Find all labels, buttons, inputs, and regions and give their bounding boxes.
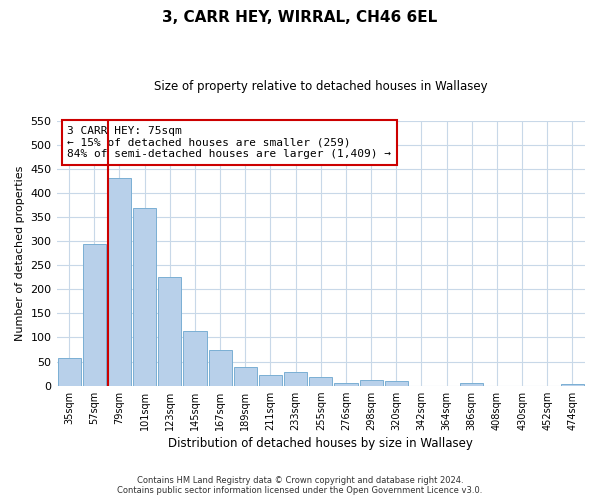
Bar <box>259 375 282 386</box>
Bar <box>460 384 484 386</box>
Text: 3, CARR HEY, WIRRAL, CH46 6EL: 3, CARR HEY, WIRRAL, CH46 6EL <box>163 10 437 25</box>
Bar <box>359 380 383 386</box>
Y-axis label: Number of detached properties: Number of detached properties <box>15 166 25 341</box>
Bar <box>133 208 156 386</box>
Bar <box>209 350 232 386</box>
Bar <box>184 331 206 386</box>
Bar <box>83 244 106 386</box>
Bar <box>561 384 584 386</box>
Bar <box>385 382 408 386</box>
Bar <box>58 358 80 386</box>
Bar <box>309 377 332 386</box>
Title: Size of property relative to detached houses in Wallasey: Size of property relative to detached ho… <box>154 80 488 93</box>
Bar <box>284 372 307 386</box>
Text: Contains HM Land Registry data © Crown copyright and database right 2024.
Contai: Contains HM Land Registry data © Crown c… <box>118 476 482 495</box>
Bar <box>158 276 181 386</box>
Bar <box>334 384 358 386</box>
Bar <box>234 368 257 386</box>
Bar <box>108 178 131 386</box>
X-axis label: Distribution of detached houses by size in Wallasey: Distribution of detached houses by size … <box>169 437 473 450</box>
Text: 3 CARR HEY: 75sqm
← 15% of detached houses are smaller (259)
84% of semi-detache: 3 CARR HEY: 75sqm ← 15% of detached hous… <box>67 126 391 159</box>
